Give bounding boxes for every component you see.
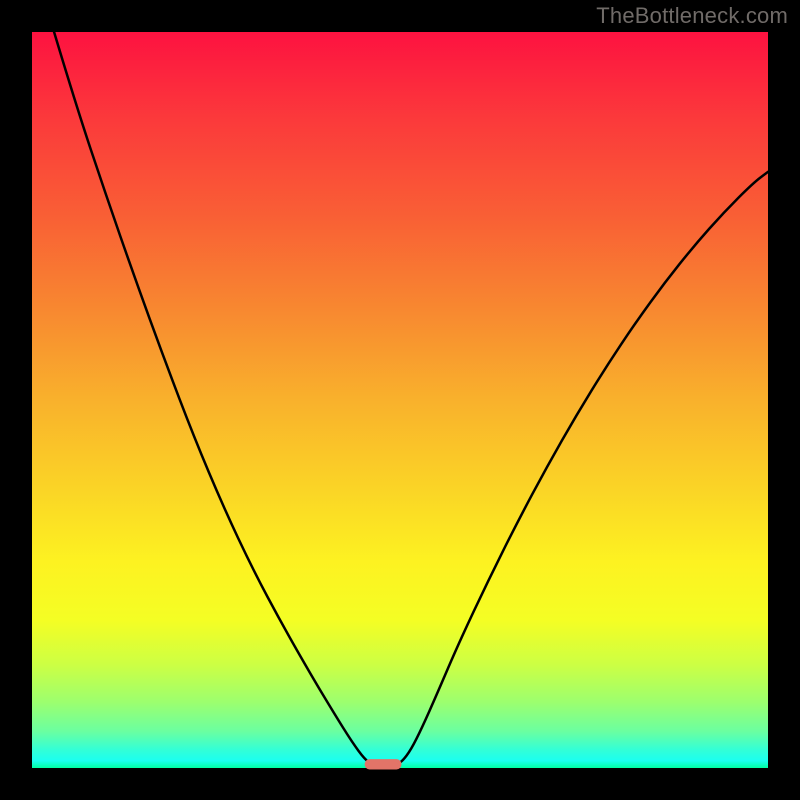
chart-svg [0,0,800,800]
bottleneck-chart: TheBottleneck.com [0,0,800,800]
optimal-marker [365,759,402,769]
plot-background [32,32,768,768]
